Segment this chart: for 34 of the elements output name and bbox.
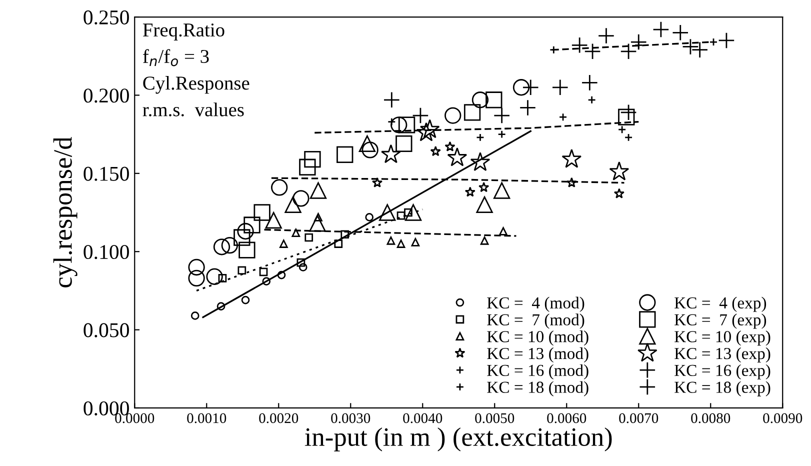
x-tick-label: 0.0040 — [403, 413, 442, 424]
legend-label: KC = 13 (mod) — [487, 347, 588, 363]
legend-label: KC = 10 (mod) — [487, 330, 588, 346]
y-tick-label: 0.050 — [84, 323, 129, 338]
legend-label: KC = 13 (exp) — [674, 347, 770, 363]
annotation: Freq.Ratio — [142, 23, 224, 41]
y-tick-label: 0.100 — [84, 244, 129, 260]
legend-label: KC = 18 (mod) — [487, 381, 588, 396]
legend-label: KC = 4 (exp) — [674, 296, 766, 312]
legend-label: KC = 7 (mod) — [487, 314, 584, 329]
y-tick-label: 0.000 — [84, 401, 129, 416]
y-axis-title: cyl.response/d — [53, 136, 78, 288]
annotation: r.m.s. values — [142, 102, 244, 116]
x-tick-label: 0.0060 — [547, 413, 586, 424]
x-tick-label: 0.0030 — [331, 413, 370, 424]
legend-label: KC = 16 (mod) — [487, 364, 588, 380]
x-tick-label: 0.0080 — [691, 413, 730, 424]
legend-label: KC = 16 (exp) — [674, 364, 770, 380]
x-tick-label: 0.0090 — [763, 413, 802, 424]
y-tick-label: 0.200 — [84, 88, 129, 103]
x-tick-label: 0.0070 — [619, 413, 658, 424]
x-axis-title: in-put (in m ) (ext.excitation) — [304, 427, 612, 452]
legend-label: KC = 4 (mod) — [487, 296, 584, 312]
x-tick-label: 0.0050 — [475, 413, 514, 424]
y-tick-label: 0.250 — [84, 10, 129, 25]
x-tick-label: 0.0010 — [187, 413, 226, 424]
annotation: f$_{n}$/f$_{o}$ = 3 — [143, 49, 209, 66]
x-tick-label: 0.0020 — [259, 413, 298, 424]
legend-label: KC = 7 (exp) — [674, 314, 766, 329]
annotation: Cyl.Response — [143, 76, 250, 94]
legend-label: KC = 10 (exp) — [674, 330, 770, 346]
x-tick-label: 0.0000 — [115, 413, 154, 424]
legend-label: KC = 18 (exp) — [674, 381, 770, 396]
y-tick-label: 0.150 — [84, 166, 129, 181]
